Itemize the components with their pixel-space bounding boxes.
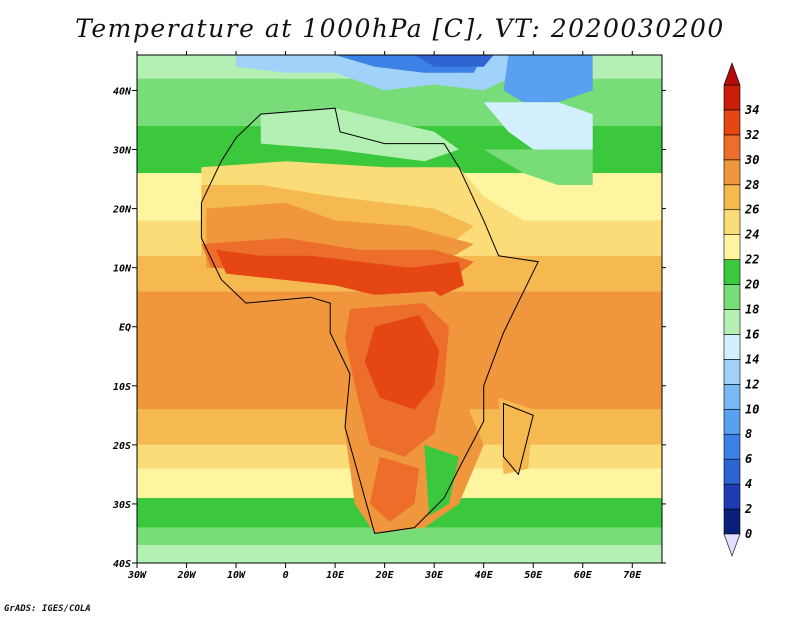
colorbar-swatch [723, 384, 741, 410]
colorbar-label: 22 [744, 253, 759, 267]
y-tick-label: 40S [113, 559, 131, 570]
colorbar-label: 32 [744, 128, 759, 142]
temperature-band [137, 545, 662, 563]
colorbar-swatch [723, 433, 741, 460]
y-tick-label: EQ [119, 323, 131, 334]
colorbar-swatch [723, 184, 741, 211]
colorbar-label: 24 [744, 228, 759, 242]
map-frame [136, 54, 663, 564]
colorbar-swatch [723, 234, 741, 260]
colorbar-label: 2 [744, 502, 752, 516]
x-tick-label: 20W [176, 570, 196, 581]
colorbar-label: 30 [744, 153, 759, 167]
colorbar-label: 20 [744, 278, 759, 292]
colorbar-swatch [723, 309, 741, 335]
colorbar-swatch [723, 159, 741, 186]
temperature-band [137, 527, 662, 546]
x-tick-label: 20E [375, 570, 395, 581]
colorbar-swatch [723, 334, 741, 360]
y-tick-label: 20N [112, 205, 132, 216]
colorbar-label: 8 [745, 427, 752, 441]
colorbar-swatch [723, 284, 741, 310]
colorbar-label: 18 [745, 303, 759, 317]
x-tick-label: 30E [424, 570, 444, 581]
colorbar-label: 0 [745, 527, 752, 541]
colorbar-label: 26 [744, 203, 759, 217]
y-tick-label: 10N [113, 264, 132, 275]
colorbar-over-arrow [723, 62, 741, 86]
x-tick-label: 10E [326, 570, 345, 581]
colorbar-swatch [723, 259, 741, 285]
x-tick-label: 10W [227, 570, 246, 581]
y-tick-label: 20S [112, 441, 131, 452]
x-tick-label: 70E [623, 570, 642, 581]
y-tick-label: 10S [113, 382, 131, 393]
colorbar-swatch [723, 458, 741, 485]
colorbar-label: 6 [745, 452, 752, 466]
cool-region [260, 108, 459, 162]
chart-title: Temperature at 1000hPa [C], VT: 20200302… [75, 14, 725, 43]
colorbar-label: 28 [744, 178, 759, 192]
colorbar-label: 4 [745, 477, 752, 491]
hot-region [369, 456, 420, 522]
colorbar-swatch [723, 134, 741, 161]
colorbar-under-arrow [723, 533, 741, 557]
y-tick-label: 30S [112, 500, 131, 511]
cool-region [424, 444, 459, 516]
colorbar-swatch [723, 508, 741, 535]
colorbar-label: 34 [744, 103, 759, 117]
x-tick-label: 40E [475, 570, 494, 581]
colorbar-swatch [723, 359, 741, 385]
y-tick-label: 40N [113, 86, 132, 97]
warm-region [498, 397, 534, 475]
grads-credit: GrADS: IGES/COLA [4, 604, 91, 614]
hot-core [216, 249, 464, 304]
mild-region [483, 149, 593, 185]
x-tick-label: 30W [127, 570, 147, 581]
cold-region [414, 55, 494, 67]
x-tick-label: 60E [574, 570, 593, 581]
colorbar-label: 14 [745, 352, 759, 366]
colorbar-label: 16 [745, 327, 759, 341]
x-tick-label: 50E [524, 570, 543, 581]
coastline [200, 107, 539, 535]
madagascar-coastline [503, 402, 534, 476]
axes: 30W 20W 10W 0 10E 20E 30E 40E 50E 60E 70E 40N 30N 20N… [112, 51, 666, 581]
cold-region [503, 55, 593, 103]
colorbar-swatch [723, 408, 741, 435]
colorbar-swatch [723, 209, 741, 235]
colorbar-label: 12 [745, 377, 759, 391]
x-tick-label: 0 [283, 570, 289, 581]
y-tick-label: 30N [112, 146, 132, 157]
cool-region [483, 102, 593, 150]
temperature-field [137, 55, 662, 563]
colorbar-label: 10 [745, 402, 759, 416]
colorbar-swatch [723, 483, 741, 510]
colorbar-swatch [723, 109, 741, 136]
colorbar-swatch [723, 84, 741, 111]
hot-core [364, 314, 440, 410]
